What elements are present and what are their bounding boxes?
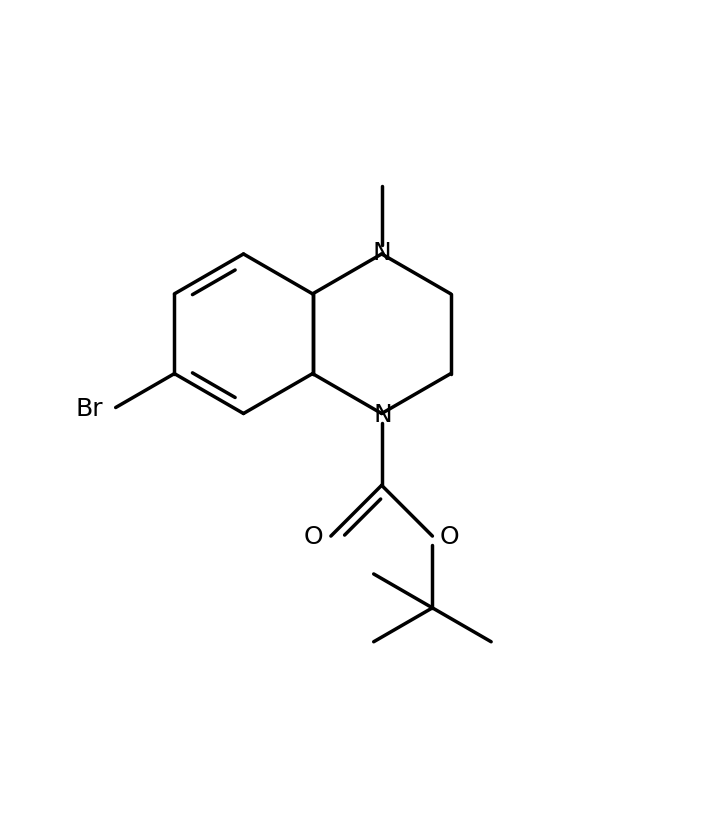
Text: Br: Br [76, 396, 103, 420]
Text: N: N [373, 402, 392, 426]
Text: O: O [304, 524, 324, 548]
Text: O: O [440, 524, 460, 548]
Text: N: N [372, 241, 391, 265]
